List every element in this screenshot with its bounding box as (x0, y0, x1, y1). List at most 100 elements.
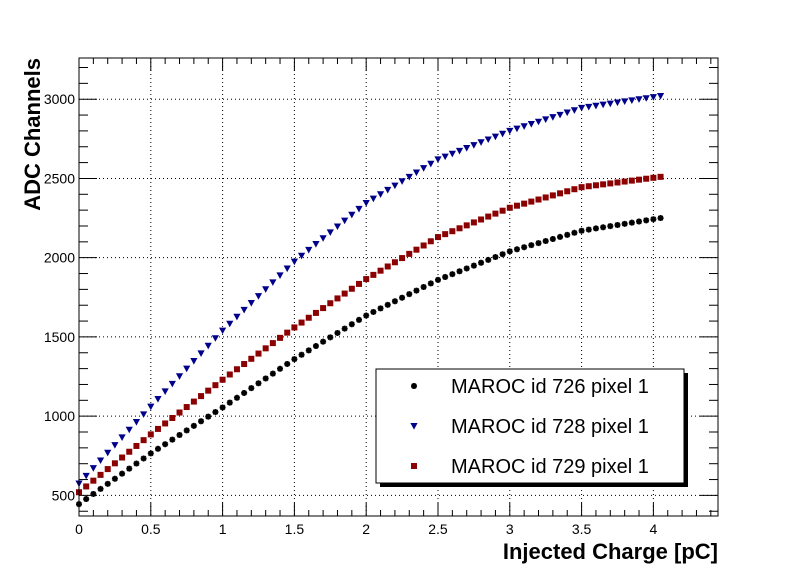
data-point (377, 305, 384, 312)
data-point (607, 223, 614, 230)
data-point (656, 93, 665, 100)
data-point (327, 334, 334, 341)
data-point (132, 419, 141, 426)
data-point (391, 182, 399, 190)
data-point (205, 387, 212, 394)
data-point (434, 234, 441, 241)
data-point (585, 103, 593, 111)
data-point (219, 404, 226, 411)
data-point (657, 215, 664, 222)
data-point (585, 183, 592, 190)
data-point (470, 219, 477, 226)
data-point (499, 251, 506, 258)
data-point (441, 153, 449, 161)
data-point (104, 466, 111, 473)
data-point (104, 480, 111, 487)
data-point (406, 250, 413, 257)
data-point (126, 465, 133, 472)
tick-labels: 0 0.5 1 1.5 2 2.5 3 3.5 4 500 1000 1500 2000 2500 3000 (44, 91, 658, 537)
data-point (456, 225, 463, 232)
data-point (442, 231, 449, 238)
data-point (284, 360, 291, 367)
data-point (613, 99, 622, 107)
data-point (636, 176, 643, 183)
data-point (549, 114, 557, 121)
data-point (412, 169, 421, 177)
data-point (276, 272, 284, 280)
data-point (650, 216, 657, 223)
data-point (226, 320, 234, 328)
data-point (198, 393, 205, 400)
x-axis-title: Injected Charge [pC] (503, 539, 718, 564)
data-point (355, 205, 363, 213)
data-point (82, 472, 90, 480)
data-point (485, 256, 492, 263)
data-point (592, 225, 599, 232)
data-point (513, 246, 520, 253)
data-point (434, 276, 441, 283)
data-point (542, 116, 550, 124)
data-point (183, 365, 191, 373)
data-point (241, 361, 248, 368)
data-point (277, 365, 284, 372)
data-point (319, 235, 327, 242)
data-point (218, 327, 227, 335)
data-point (140, 455, 147, 462)
data-point (118, 434, 126, 441)
data-point (297, 252, 306, 260)
y-tick-label: 2500 (44, 170, 75, 186)
data-point (183, 404, 190, 411)
y-tick-label: 1000 (44, 408, 75, 424)
legend-marker (410, 423, 418, 430)
data-point (628, 219, 635, 226)
data-point (277, 334, 284, 341)
data-point (147, 450, 154, 457)
data-point (384, 301, 391, 308)
data-point (484, 136, 492, 144)
data-point (513, 125, 521, 133)
data-point (528, 242, 535, 249)
data-point (463, 145, 471, 152)
data-point (290, 258, 298, 266)
data-point (448, 150, 456, 158)
data-point (89, 465, 97, 472)
data-point (211, 335, 220, 342)
data-point (363, 276, 370, 283)
data-markers (75, 93, 665, 508)
data-point (255, 350, 262, 357)
data-point (657, 173, 664, 180)
data-point (83, 496, 90, 503)
data-point (376, 191, 385, 198)
data-point (563, 109, 571, 117)
data-point (599, 101, 607, 109)
data-point (96, 457, 105, 465)
data-point (326, 229, 334, 236)
data-point (499, 207, 506, 214)
data-point (449, 271, 456, 278)
data-point (571, 229, 578, 236)
data-point (491, 133, 500, 141)
data-point (455, 147, 464, 155)
data-point (420, 242, 427, 249)
data-point (535, 196, 542, 203)
data-point (334, 329, 341, 336)
data-point (262, 375, 269, 382)
data-point (650, 174, 657, 181)
data-point (298, 351, 305, 358)
data-point (247, 300, 255, 307)
data-point (528, 198, 535, 205)
data-point (233, 366, 240, 373)
data-point (456, 268, 463, 275)
legend-label: MAROC id 728 pixel 1 (451, 416, 649, 438)
data-point (298, 319, 305, 326)
data-point (140, 411, 148, 418)
series-3 (76, 173, 664, 496)
y-tick-label: 500 (52, 487, 76, 503)
data-point (485, 213, 492, 220)
data-point (577, 104, 586, 112)
data-point (398, 178, 406, 185)
data-point (578, 227, 585, 234)
data-point (97, 485, 104, 492)
data-point (492, 210, 499, 217)
